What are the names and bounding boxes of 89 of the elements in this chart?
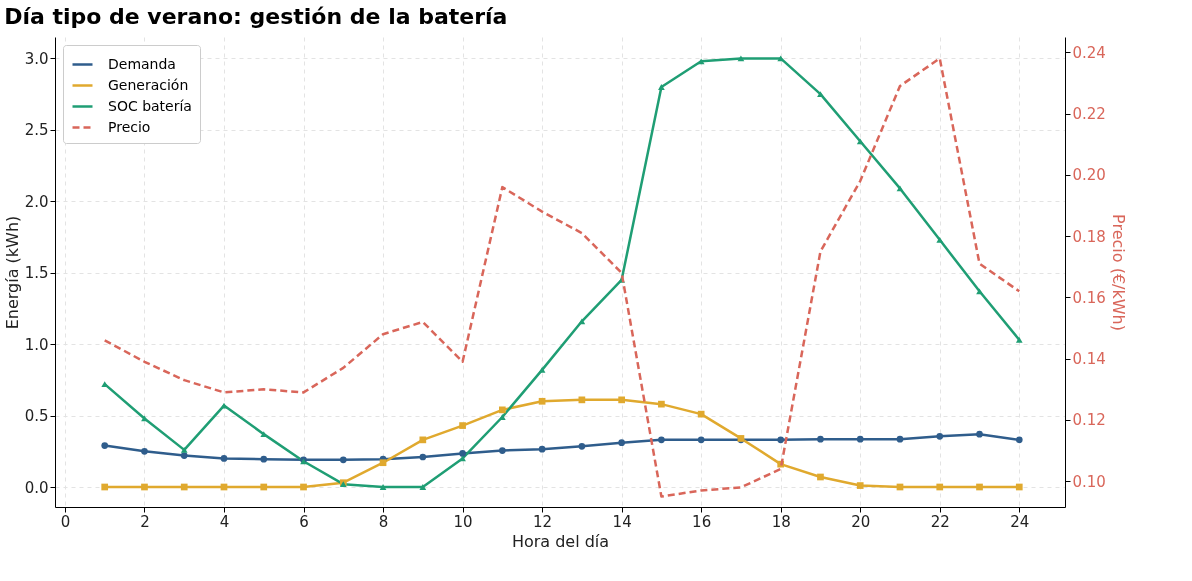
point [976, 430, 983, 438]
point [459, 450, 466, 457]
point [419, 436, 427, 444]
x-tick-label: 18 [771, 512, 791, 531]
x-tick-label: 8 [378, 512, 389, 531]
point [180, 452, 188, 459]
point [936, 432, 944, 440]
point [817, 473, 824, 481]
x-tick-label: 12 [533, 512, 553, 531]
x-tick-label: 16 [692, 512, 712, 531]
point [1015, 483, 1023, 491]
x-tick-label: 22 [930, 512, 950, 531]
y2-tick-label: 0.14 [1072, 350, 1106, 369]
y2-tick-label: 0.22 [1072, 105, 1106, 124]
legend-label: SOC batería [108, 97, 192, 114]
point [697, 436, 705, 444]
point [498, 447, 506, 454]
x-tick-label: 6 [299, 512, 309, 531]
point [141, 483, 148, 491]
x-axis-title: Hora del día [511, 531, 610, 551]
point [578, 318, 586, 325]
y2-tick-label: 0.10 [1072, 472, 1106, 491]
point [856, 482, 864, 489]
point [936, 483, 944, 491]
legend-label: Precio [108, 118, 151, 135]
point [658, 400, 665, 408]
point [896, 185, 904, 192]
point [1015, 436, 1023, 444]
point [618, 439, 625, 447]
point [618, 396, 625, 404]
point [419, 484, 427, 490]
point [856, 435, 864, 443]
y-tick-label: 2.5 [24, 121, 49, 140]
x-tick-label: 20 [851, 512, 871, 531]
point [379, 484, 387, 490]
point [498, 414, 506, 420]
y2-tick-label: 0.12 [1072, 411, 1106, 430]
y2-tick-label: 0.24 [1072, 43, 1106, 62]
point [538, 445, 546, 453]
legend-label: Generación [108, 76, 189, 93]
point [260, 483, 268, 491]
point [339, 456, 347, 464]
point [538, 366, 546, 373]
point [856, 138, 864, 145]
point [817, 91, 824, 98]
y-axis-title: Energía (kWh) [2, 215, 22, 330]
y-tick-label: 2.0 [24, 192, 49, 211]
point [498, 406, 506, 414]
point [578, 442, 586, 450]
point [697, 410, 705, 418]
y-tick-label: 0.5 [24, 407, 49, 426]
point [697, 58, 705, 65]
point [777, 436, 785, 444]
point [180, 446, 188, 453]
point [1015, 336, 1023, 343]
x-tick-label: 10 [453, 512, 473, 531]
point [658, 84, 665, 90]
y-tick-label: 1.0 [24, 335, 49, 354]
point [459, 422, 466, 429]
y2-tick-label: 0.20 [1072, 166, 1106, 185]
point [260, 455, 268, 463]
point [101, 442, 109, 449]
point [300, 483, 307, 491]
x-tick-label: 2 [140, 512, 150, 531]
point [538, 397, 546, 405]
point [419, 453, 427, 461]
y2-tick-label: 0.16 [1072, 288, 1106, 307]
point [101, 483, 109, 491]
point [180, 483, 188, 491]
x-tick-label: 14 [612, 512, 632, 531]
chart-title: Día tipo de verano: gestión de la batería [4, 4, 508, 29]
point [936, 236, 944, 243]
point [141, 447, 148, 455]
y-tick-label: 0.0 [24, 478, 49, 497]
y-tick-label: 1.5 [24, 264, 49, 283]
x-tick-label: 4 [219, 512, 230, 531]
point [976, 483, 983, 491]
x-tick-label: 0 [60, 512, 71, 531]
legend-label: Demanda [108, 55, 176, 72]
x-tick-label: 24 [1010, 512, 1030, 531]
point [658, 436, 665, 444]
point [379, 459, 387, 467]
point [896, 435, 904, 443]
point [976, 288, 983, 295]
y-tick-label: 3.0 [24, 49, 49, 68]
y2-axis-title: Precio (€/kWh) [1108, 214, 1128, 331]
y2-tick-label: 0.18 [1072, 227, 1106, 246]
point [817, 435, 824, 443]
point [220, 455, 228, 462]
